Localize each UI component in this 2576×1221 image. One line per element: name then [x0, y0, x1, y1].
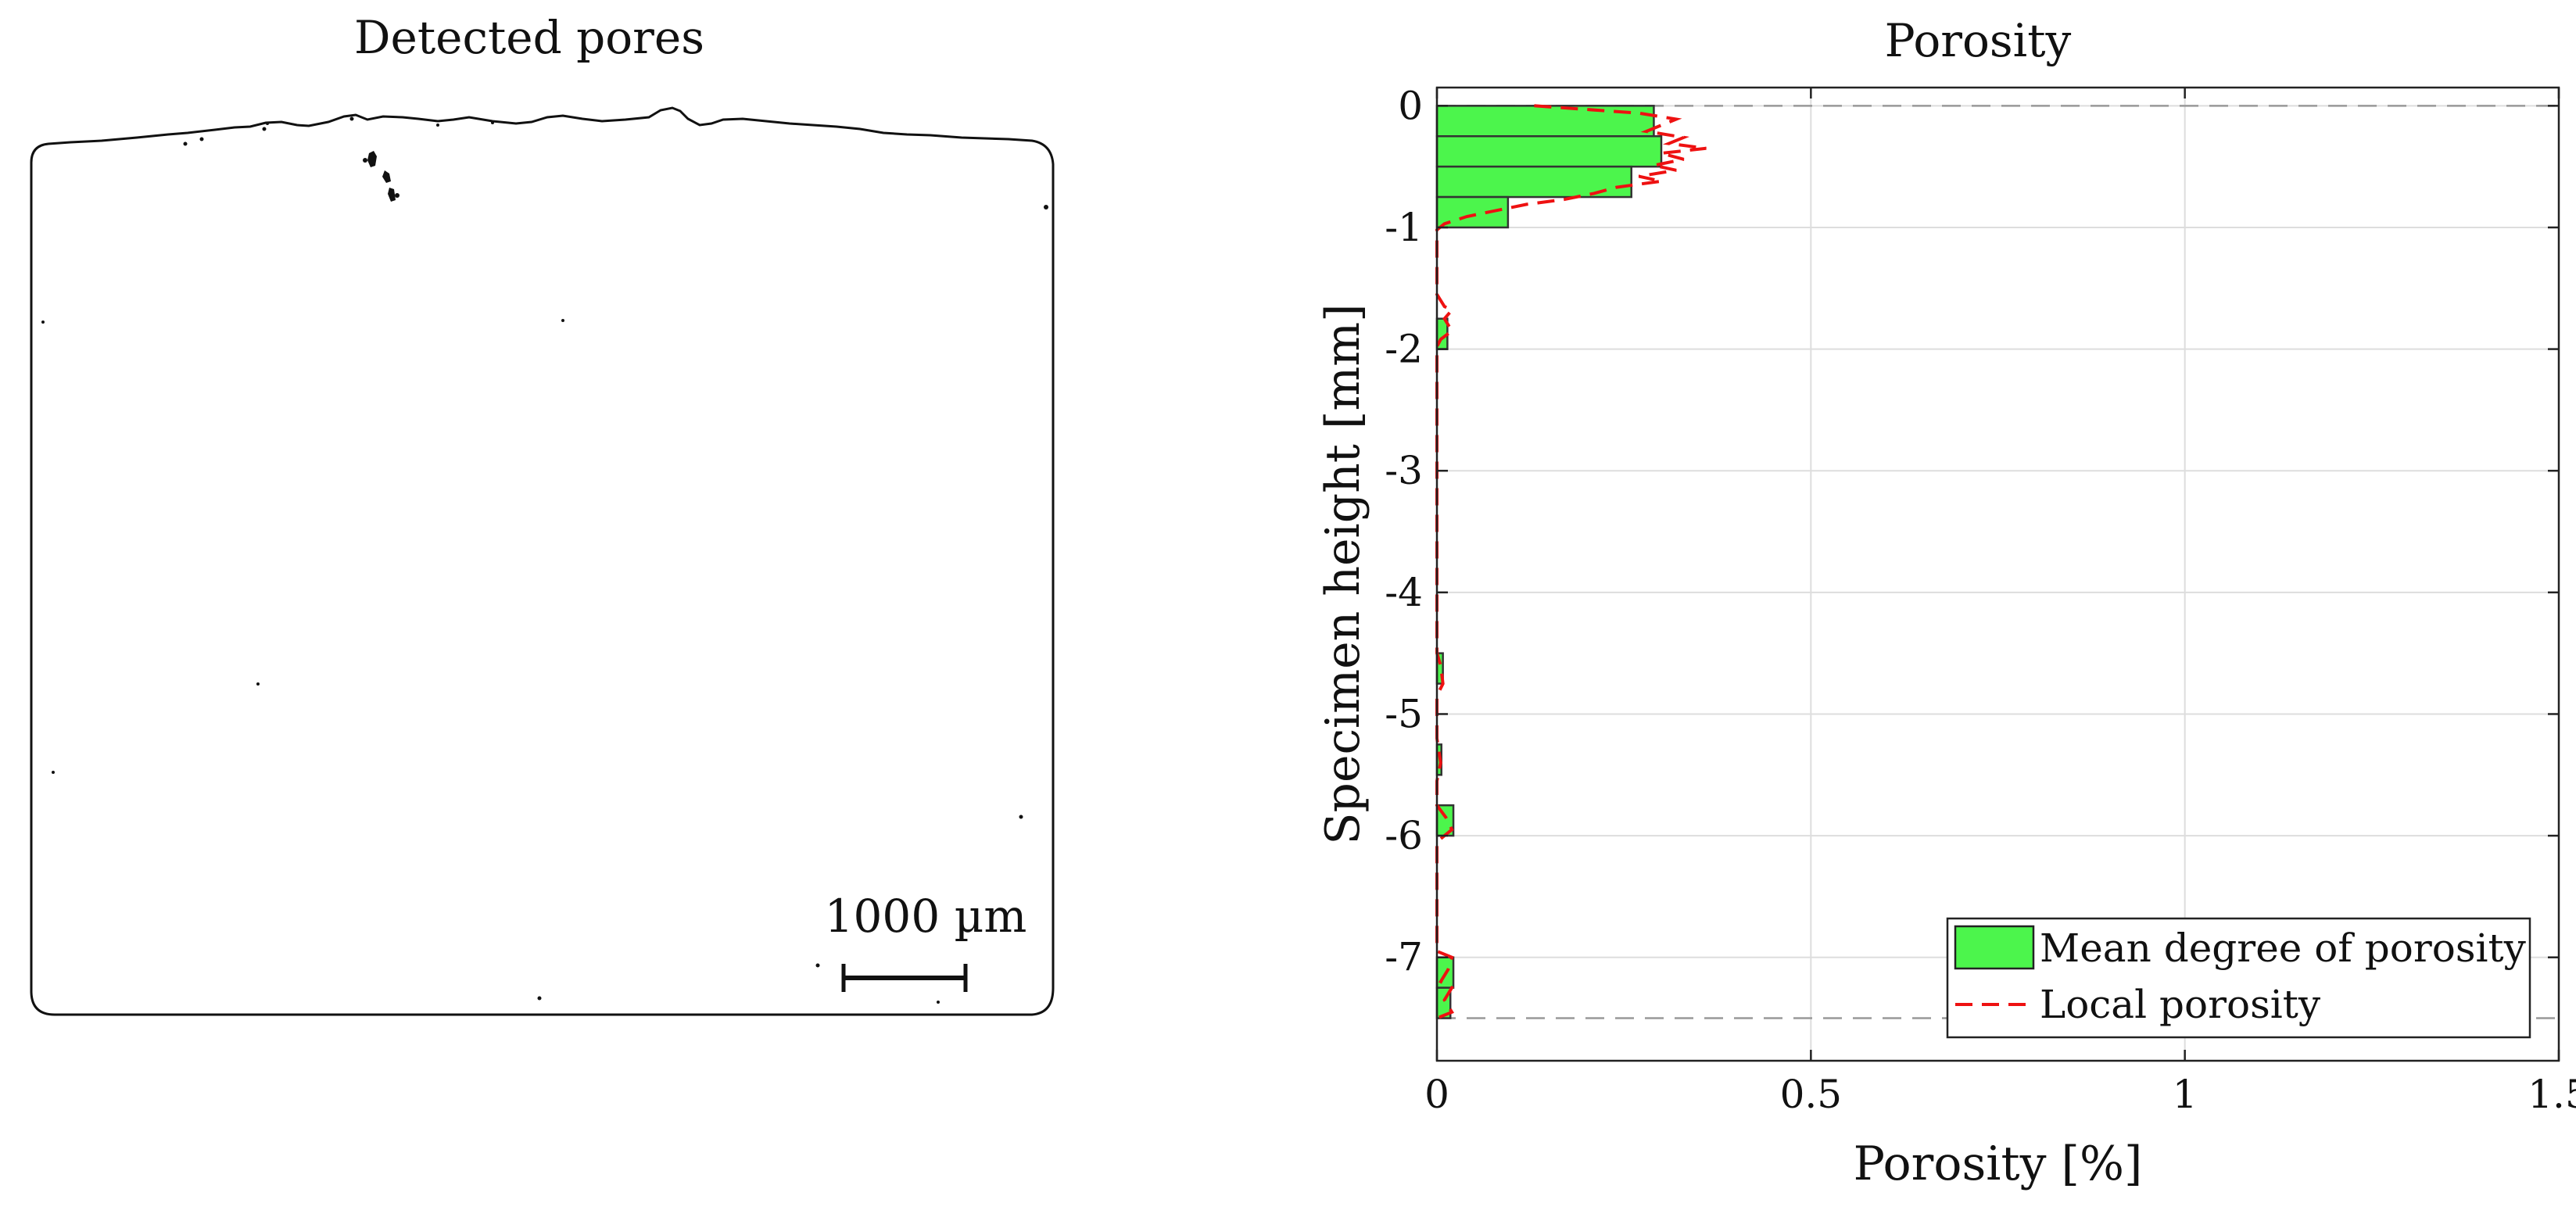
pore: [491, 121, 494, 124]
pore: [937, 1001, 940, 1004]
pores-panel: Detected pores: [30, 11, 1055, 1016]
grid-lines: [1436, 88, 2560, 1061]
pores-title: Detected pores: [354, 11, 704, 64]
pore: [52, 771, 55, 774]
pore: [537, 996, 542, 1001]
y-tick-label: -7: [1385, 935, 1423, 980]
x-tick-label: 0: [1424, 1072, 1449, 1117]
pore: [183, 141, 188, 146]
legend-box: [1946, 917, 2531, 1039]
scale-bar: 1000 µm: [825, 890, 1027, 992]
reference-lines: [1437, 105, 2559, 1019]
y-tick-label: -3: [1385, 448, 1423, 493]
porosity-chart: Porosity 0 0.5 1 1.5 0 -1 -2 -3 -4 -5 -6 -7 Porosit…: [1316, 14, 2576, 1191]
pore: [1019, 815, 1023, 819]
legend-swatch-bar: [1954, 925, 2035, 970]
x-tick-label: 1.5: [2528, 1072, 2576, 1117]
pore: [349, 116, 354, 121]
pore: [266, 122, 269, 125]
specimen-outline: [30, 106, 1055, 1016]
pore: [363, 158, 367, 163]
x-axis-label: Porosity [%]: [1854, 1137, 2143, 1191]
pore: [561, 319, 564, 322]
y-tick-label: -6: [1385, 813, 1423, 858]
pore: [262, 127, 267, 131]
y-tick-label: -2: [1385, 327, 1423, 372]
legend-label-mean: Mean degree of porosity: [2040, 926, 2527, 971]
scale-bar-label: 1000 µm: [825, 890, 1027, 943]
y-tick-label: -1: [1385, 205, 1423, 250]
local-porosity-line: [1435, 104, 1707, 1020]
legend-label-local: Local porosity: [2040, 982, 2321, 1027]
x-tick-label: 0.5: [1780, 1072, 1843, 1117]
pore: [256, 682, 260, 686]
axis-ticks: 0 0.5 1 1.5 0 -1 -2 -3 -4 -5 -6 -7: [1385, 83, 2576, 1117]
pore: [815, 963, 820, 968]
y-tick-label: 0: [1398, 83, 1423, 128]
porosity-bar: [1435, 135, 1663, 168]
pores: [41, 116, 1048, 1004]
y-tick-label: -5: [1385, 691, 1423, 736]
pore: [436, 124, 439, 127]
pore-cluster-3: [388, 188, 396, 202]
legend: Mean degree of porosity Local porosity: [1946, 917, 2531, 1039]
pore: [199, 137, 204, 141]
pore-cluster-2: [382, 170, 391, 183]
pore: [41, 320, 45, 324]
pore: [1044, 205, 1048, 209]
chart-title: Porosity: [1885, 14, 2072, 67]
x-tick-label: 1: [2173, 1072, 2198, 1117]
pore-cluster-1: [367, 151, 377, 167]
pore: [395, 193, 399, 198]
plot-frame: [1435, 86, 2560, 1062]
y-axis-label: Specimen height [mm]: [1316, 303, 1370, 844]
y-tick-label: -4: [1385, 570, 1423, 615]
porosity-bars: [1435, 105, 1663, 1019]
